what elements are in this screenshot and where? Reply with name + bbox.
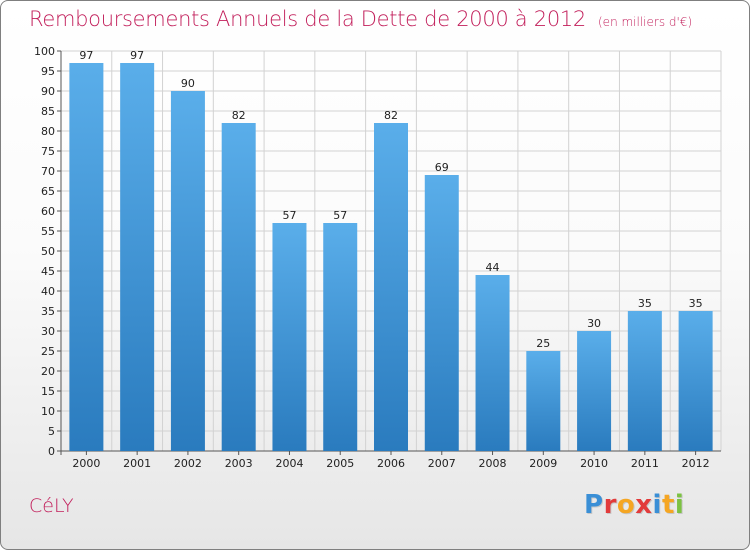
- commune-name: CéLY: [29, 495, 74, 517]
- bar: [323, 223, 358, 451]
- labels: 0 5 10 15 20 25 30 35 40 45 50 55 60 65 70 75 80 85 90 95 10…: [34, 45, 710, 470]
- chart-title: Remboursements Annuels de la Dette de 20…: [29, 7, 692, 31]
- data-label: 35: [638, 297, 652, 310]
- data-label: 90: [181, 77, 195, 90]
- data-label: 82: [232, 109, 246, 122]
- bar: [170, 91, 205, 451]
- y-tick-label: 55: [41, 225, 55, 238]
- x-tick-label: 2012: [682, 457, 710, 470]
- logo-letter: x: [635, 490, 653, 520]
- y-tick-label: 100: [34, 45, 55, 58]
- y-tick-label: 5: [48, 425, 55, 438]
- logo-letter: r: [603, 490, 617, 520]
- bar: [69, 63, 104, 451]
- x-tick-label: 2004: [275, 457, 303, 470]
- y-tick-label: 30: [41, 325, 55, 338]
- x-tick-label: 2007: [428, 457, 456, 470]
- bar: [374, 123, 408, 451]
- y-tick-label: 10: [41, 405, 55, 418]
- bar: [526, 351, 561, 451]
- y-tick-label: 70: [41, 165, 55, 178]
- x-tick-label: 2003: [225, 457, 253, 470]
- data-label: 35: [689, 297, 703, 310]
- y-tick-label: 15: [41, 385, 55, 398]
- data-label: 25: [536, 337, 550, 350]
- y-tick-label: 0: [48, 445, 55, 458]
- data-label: 97: [79, 49, 93, 62]
- x-tick-label: 2001: [123, 457, 151, 470]
- y-tick-label: 25: [41, 345, 55, 358]
- x-tick-label: 2010: [580, 457, 608, 470]
- proxiti-logo[interactable]: Proxiti: [584, 490, 684, 520]
- y-tick-label: 45: [41, 265, 55, 278]
- data-label: 97: [130, 49, 144, 62]
- x-tick-label: 2011: [631, 457, 659, 470]
- x-tick-label: 2005: [326, 457, 354, 470]
- data-label: 69: [435, 161, 449, 174]
- y-tick-label: 40: [41, 285, 55, 298]
- x-tick-label: 2006: [377, 457, 405, 470]
- y-tick-label: 80: [41, 125, 55, 138]
- logo-letter: i: [652, 490, 662, 520]
- y-tick-label: 60: [41, 205, 55, 218]
- logo-letter: P: [584, 490, 604, 520]
- y-tick-label: 75: [41, 145, 55, 158]
- bar: [424, 175, 459, 451]
- data-label: 57: [282, 209, 296, 222]
- chart-subtitle: (en milliers d'€): [598, 15, 693, 29]
- x-tick-label: 2009: [529, 457, 557, 470]
- y-tick-label: 50: [41, 245, 55, 258]
- y-tick-label: 85: [41, 105, 55, 118]
- logo-letter: t: [661, 490, 675, 520]
- x-tick-label: 2002: [174, 457, 202, 470]
- bar: [475, 275, 510, 451]
- y-tick-label: 20: [41, 365, 55, 378]
- data-label: 82: [384, 109, 398, 122]
- logo-letter: i: [674, 490, 685, 520]
- bar: [272, 223, 307, 451]
- bar: [221, 123, 256, 451]
- x-tick-label: 2000: [72, 457, 100, 470]
- bars: [69, 63, 713, 451]
- data-label: 44: [486, 261, 500, 274]
- bar: [627, 311, 662, 451]
- y-tick-label: 65: [41, 185, 55, 198]
- bar: [678, 311, 713, 451]
- bar: [120, 63, 155, 451]
- data-label: 57: [333, 209, 347, 222]
- x-tick-label: 2008: [479, 457, 507, 470]
- data-label: 30: [587, 317, 601, 330]
- bar: [577, 331, 612, 451]
- y-tick-label: 35: [41, 305, 55, 318]
- chart-title-text: Remboursements Annuels de la Dette de 20…: [29, 7, 586, 31]
- y-tick-label: 90: [41, 85, 55, 98]
- y-tick-label: 95: [41, 65, 55, 78]
- logo-letter: o: [616, 490, 636, 520]
